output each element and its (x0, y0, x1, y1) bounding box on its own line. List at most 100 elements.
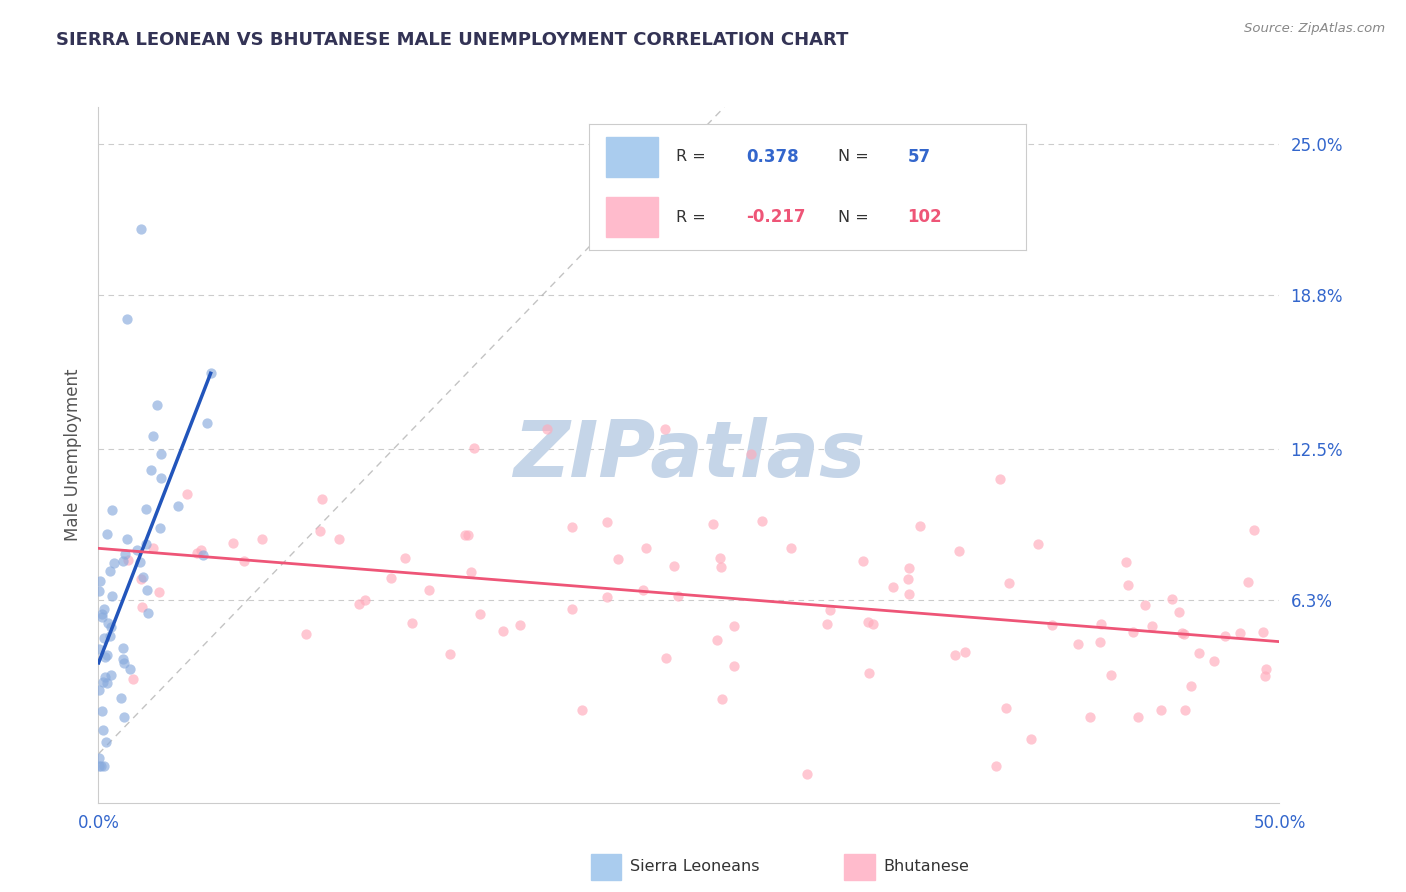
Point (115, 312, 138, 326)
Point (96, 526, 118, 541)
Point (94, 670, 117, 684)
Point (1126, 710, 1149, 724)
Point (463, 441, 485, 455)
Point (129, 555, 152, 569)
Point (1180, 679, 1202, 693)
Point (1116, 578, 1139, 592)
Point (150, 471, 173, 485)
Point (418, 582, 440, 597)
Point (115, 533, 138, 547)
Point (125, 543, 148, 558)
Point (1040, 618, 1063, 632)
Point (96, 675, 118, 690)
Point (740, 447, 762, 461)
Point (815, 616, 838, 631)
Point (132, 570, 155, 584)
Point (191, 549, 214, 563)
Point (131, 599, 153, 614)
Point (93, 602, 115, 616)
Point (311, 492, 333, 507)
Point (666, 589, 689, 603)
Point (148, 585, 170, 599)
Point (1174, 703, 1197, 717)
Point (596, 515, 619, 529)
Point (1229, 625, 1251, 640)
Point (90, 759, 112, 773)
Point (142, 541, 165, 555)
Point (93, 759, 115, 773)
Point (347, 597, 370, 611)
Point (796, 766, 818, 780)
Point (100, 620, 122, 634)
Point (1080, 710, 1102, 724)
Point (606, 552, 628, 566)
Point (394, 550, 416, 565)
Point (998, 575, 1021, 590)
Point (401, 616, 423, 631)
Point (112, 553, 135, 567)
Point (129, 222, 152, 236)
Point (896, 572, 918, 586)
Point (100, 667, 122, 681)
Point (561, 520, 583, 534)
Point (898, 560, 921, 574)
Point (252, 532, 274, 546)
Point (146, 398, 169, 412)
Point (460, 565, 482, 579)
Text: SIERRA LEONEAN VS BHUTANESE MALE UNEMPLOYMENT CORRELATION CHART: SIERRA LEONEAN VS BHUTANESE MALE UNEMPLO… (56, 31, 849, 49)
Point (97, 615, 120, 630)
Point (858, 666, 880, 681)
Point (1019, 732, 1042, 747)
Point (710, 692, 733, 706)
Point (295, 627, 318, 641)
Point (818, 603, 841, 617)
Point (571, 703, 593, 717)
Point (723, 619, 745, 633)
Point (111, 651, 134, 665)
Point (596, 590, 619, 604)
Text: ZIPatlas: ZIPatlas (513, 417, 865, 493)
Point (87, 759, 110, 773)
Point (91, 675, 114, 690)
Point (1122, 624, 1144, 639)
Point (454, 527, 477, 541)
Point (943, 648, 966, 662)
Point (702, 517, 724, 532)
Point (1254, 669, 1277, 683)
Point (1099, 668, 1122, 682)
Point (103, 556, 125, 570)
Point (354, 593, 377, 607)
Point (862, 617, 884, 632)
Point (1088, 635, 1111, 649)
Point (87, 683, 110, 698)
Point (110, 691, 132, 706)
Text: Sierra Leoneans: Sierra Leoneans (630, 859, 759, 873)
Point (90, 705, 112, 719)
Point (135, 537, 157, 551)
Point (176, 486, 198, 500)
Point (1150, 703, 1173, 717)
Point (988, 472, 1011, 486)
Point (706, 633, 728, 648)
Point (1167, 605, 1189, 619)
Point (89, 574, 111, 588)
Point (1256, 662, 1278, 676)
Point (141, 462, 163, 476)
Point (380, 571, 402, 585)
Point (186, 546, 208, 560)
Text: Source: ZipAtlas.com: Source: ZipAtlas.com (1244, 22, 1385, 36)
Point (112, 657, 135, 671)
Point (101, 589, 124, 603)
Point (439, 647, 461, 661)
Point (135, 501, 157, 516)
Point (882, 580, 904, 594)
Point (468, 607, 491, 621)
Point (1067, 637, 1090, 651)
Point (135, 582, 157, 597)
Point (492, 624, 515, 639)
Point (90, 607, 112, 622)
Point (1213, 629, 1236, 643)
Point (710, 560, 733, 574)
Point (328, 532, 350, 546)
Point (1140, 619, 1163, 633)
